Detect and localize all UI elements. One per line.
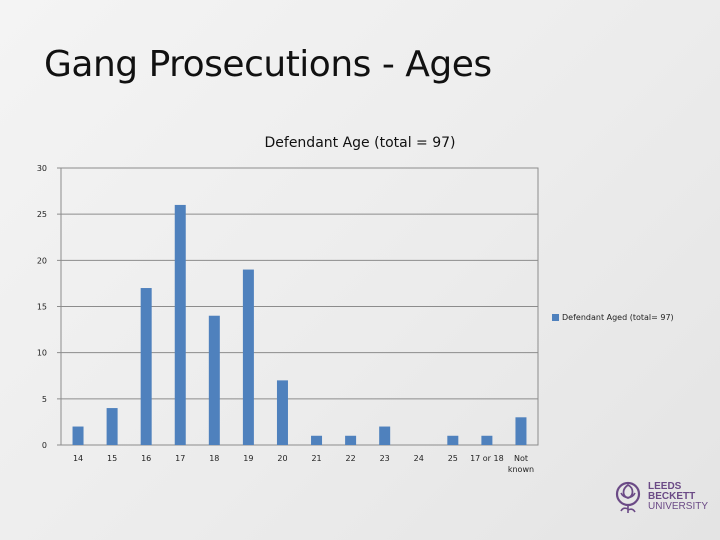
x-tick-label: known bbox=[508, 465, 534, 474]
logo-line-2: BECKETT bbox=[648, 491, 696, 502]
bar bbox=[106, 408, 118, 445]
legend-swatch bbox=[552, 314, 559, 321]
chart-legend: Defendant Aged (total= 97) bbox=[552, 313, 674, 322]
y-tick-label: 25 bbox=[37, 210, 47, 219]
x-tick-label: 24 bbox=[414, 454, 424, 463]
x-tick-label: 20 bbox=[277, 454, 287, 463]
legend-label: Defendant Aged (total= 97) bbox=[562, 313, 674, 322]
rose-icon bbox=[615, 481, 641, 513]
x-tick-label: 16 bbox=[141, 454, 151, 463]
bar bbox=[447, 435, 459, 445]
y-tick-label: 5 bbox=[42, 395, 47, 404]
bar bbox=[276, 380, 288, 445]
x-tick-label: 22 bbox=[346, 454, 356, 463]
slide-title: Gang Prosecutions - Ages bbox=[44, 44, 492, 85]
x-tick-label: 14 bbox=[73, 454, 83, 463]
x-tick-label: 17 bbox=[175, 454, 185, 463]
x-tick-label: 21 bbox=[311, 454, 321, 463]
university-logo: LEEDS BECKETT UNIVERSITY bbox=[612, 480, 708, 514]
x-tick-label: 17 or 18 bbox=[470, 454, 504, 463]
bar bbox=[208, 315, 220, 445]
bar bbox=[481, 435, 493, 445]
x-tick-label: 23 bbox=[380, 454, 390, 463]
y-tick-label: 10 bbox=[37, 349, 47, 358]
bar bbox=[345, 435, 357, 445]
x-tick-label: 18 bbox=[209, 454, 219, 463]
x-tick-label: 19 bbox=[243, 454, 253, 463]
bar bbox=[379, 426, 391, 445]
chart-title: Defendant Age (total = 97) bbox=[264, 135, 456, 151]
y-tick-label: 30 bbox=[37, 164, 47, 173]
x-tick-label: Not bbox=[514, 454, 528, 463]
bar bbox=[242, 269, 254, 445]
y-tick-label: 15 bbox=[37, 303, 47, 312]
bar bbox=[311, 435, 323, 445]
y-tick-label: 0 bbox=[42, 441, 47, 450]
x-tick-label: 15 bbox=[107, 454, 117, 463]
y-tick-label: 20 bbox=[37, 256, 47, 265]
x-tick-label: 25 bbox=[448, 454, 458, 463]
bar bbox=[174, 204, 186, 445]
bar bbox=[140, 288, 152, 445]
logo-line-1: LEEDS bbox=[648, 481, 682, 492]
bar bbox=[72, 426, 84, 445]
bar bbox=[515, 417, 527, 445]
logo-line-3: UNIVERSITY bbox=[648, 501, 709, 512]
logo-wordmark: LEEDS BECKETT UNIVERSITY bbox=[648, 482, 708, 512]
